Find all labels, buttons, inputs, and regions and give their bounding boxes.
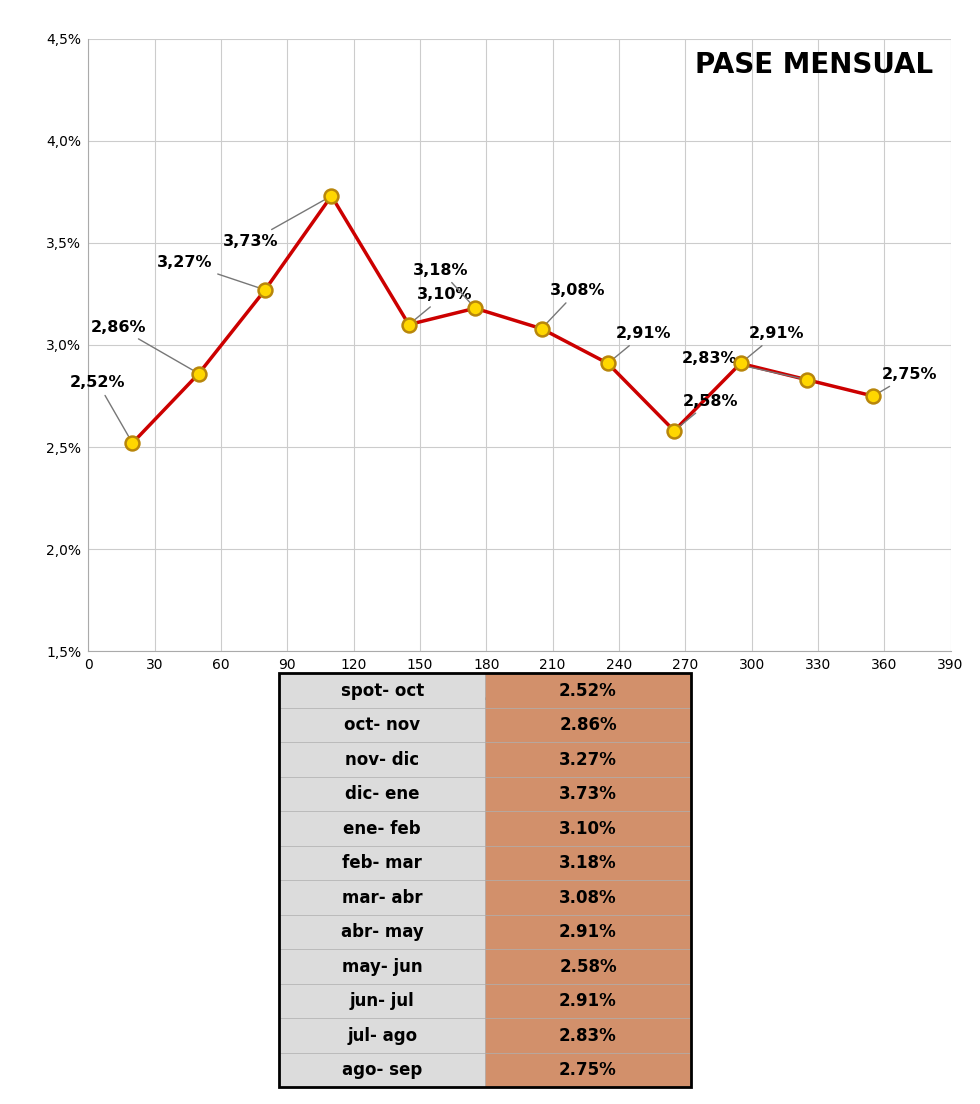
Text: may- jun: may- jun — [342, 957, 422, 976]
Bar — [485, 708, 691, 742]
Bar — [485, 846, 691, 881]
Text: 3,08%: 3,08% — [544, 283, 606, 327]
Bar — [485, 915, 691, 949]
Text: 2,52%: 2,52% — [70, 375, 131, 440]
Bar — [279, 949, 485, 984]
Text: 2.58%: 2.58% — [560, 957, 616, 976]
Text: 2.91%: 2.91% — [560, 923, 616, 942]
Bar — [279, 984, 485, 1018]
Bar — [485, 673, 691, 708]
Text: 3,18%: 3,18% — [413, 263, 473, 306]
Bar — [279, 915, 485, 949]
Text: feb- mar: feb- mar — [342, 854, 422, 872]
Text: 2.52%: 2.52% — [560, 681, 616, 700]
Text: ene- feb: ene- feb — [343, 819, 421, 838]
Bar — [485, 880, 691, 915]
Text: oct- nov: oct- nov — [344, 716, 420, 734]
Bar — [485, 1018, 691, 1053]
Text: spot- oct: spot- oct — [341, 681, 423, 700]
Text: 2.75%: 2.75% — [560, 1061, 616, 1080]
Text: 3.08%: 3.08% — [560, 889, 616, 906]
Text: abr- may: abr- may — [341, 923, 423, 942]
Text: 3.27%: 3.27% — [559, 751, 617, 768]
Bar — [279, 708, 485, 742]
Bar — [485, 742, 691, 777]
Bar — [485, 1053, 691, 1087]
Text: 3,27%: 3,27% — [157, 255, 263, 289]
Text: 2,58%: 2,58% — [676, 393, 738, 429]
Text: 2,91%: 2,91% — [610, 326, 671, 362]
Text: dic- ene: dic- ene — [345, 785, 419, 804]
Text: jul- ago: jul- ago — [347, 1027, 417, 1044]
X-axis label: DIAS AL VENCIMIENTO: DIAS AL VENCIMIENTO — [415, 687, 624, 704]
Bar — [485, 777, 691, 811]
Text: 3.18%: 3.18% — [560, 854, 616, 872]
Text: 3,73%: 3,73% — [223, 198, 329, 248]
Bar — [279, 811, 485, 846]
Text: 2,83%: 2,83% — [682, 351, 805, 379]
Text: 3.10%: 3.10% — [560, 819, 616, 838]
Text: ago- sep: ago- sep — [342, 1061, 422, 1080]
Text: 2.86%: 2.86% — [560, 716, 616, 734]
Bar — [279, 880, 485, 915]
Text: 2,75%: 2,75% — [875, 368, 937, 394]
Text: 2,86%: 2,86% — [90, 320, 196, 372]
Text: 2.83%: 2.83% — [560, 1027, 616, 1044]
Text: 3.73%: 3.73% — [559, 785, 617, 804]
Bar — [485, 984, 691, 1018]
Text: mar- abr: mar- abr — [342, 889, 422, 906]
Text: 2.91%: 2.91% — [560, 992, 616, 1010]
Bar — [485, 949, 691, 984]
Bar — [279, 742, 485, 777]
Text: 2,91%: 2,91% — [743, 326, 805, 362]
Bar — [279, 846, 485, 881]
Text: 3,10%: 3,10% — [411, 287, 472, 322]
Bar — [279, 1018, 485, 1053]
Bar — [279, 673, 485, 708]
Bar — [279, 777, 485, 811]
Bar — [485, 811, 691, 846]
Bar — [279, 1053, 485, 1087]
Text: nov- dic: nov- dic — [345, 751, 419, 768]
Text: PASE MENSUAL: PASE MENSUAL — [695, 51, 933, 78]
Text: jun- jul: jun- jul — [350, 992, 415, 1010]
